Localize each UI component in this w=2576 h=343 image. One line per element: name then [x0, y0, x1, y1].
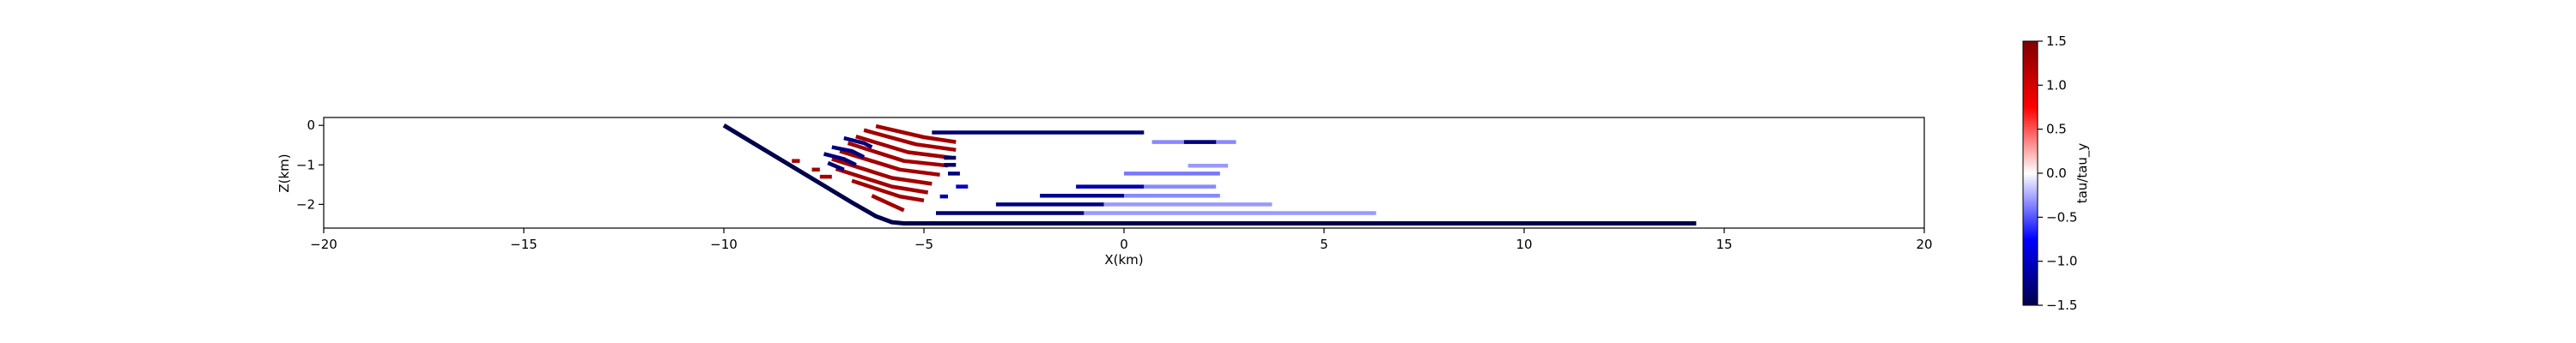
x-tick-label: 0 [1120, 237, 1128, 252]
colorbar-tick-label: −0.5 [2046, 209, 2077, 225]
colorbar-ticks: 1.5 1.0 0.5 0.0 −0.5 −1.0 −1.5 [2038, 33, 2077, 313]
x-tick-label: 5 [1320, 237, 1328, 252]
series-line-0 [722, 123, 1697, 226]
y-tick-label: 0 [307, 117, 315, 133]
y-tick-label: −2 [296, 196, 315, 212]
x-tick-label: 20 [1916, 237, 1932, 252]
series-line-18 [839, 149, 940, 178]
colorbar-tick-label: 1.0 [2046, 77, 2067, 93]
colorbar-tick-label: −1.0 [2046, 254, 2077, 269]
x-axis-label: X(km) [1104, 252, 1143, 268]
x-tick-label: 10 [1516, 237, 1532, 252]
series-line-21 [851, 178, 925, 203]
series-line-15 [863, 128, 957, 153]
colorbar-label: tau/tau_y [2075, 143, 2091, 204]
y-axis-label: Z(km) [276, 153, 292, 192]
series-line-26 [827, 160, 845, 172]
x-tick-label: −10 [710, 237, 738, 252]
x-tick-label: 15 [1716, 237, 1732, 252]
series-line-14 [875, 123, 957, 144]
colorbar-tick-label: −1.5 [2046, 298, 2077, 313]
series-line-19 [831, 157, 933, 186]
y-axis: 0 −1 −2 [296, 117, 324, 212]
colorbar-tick-label: 1.5 [2046, 33, 2067, 49]
series-line-17 [847, 141, 949, 168]
series-line-16 [855, 134, 952, 160]
colorbar-tick-label: 0.5 [2046, 122, 2067, 137]
colorbar [2022, 40, 2038, 306]
data-marks [722, 123, 1697, 226]
x-tick-label: −15 [510, 237, 538, 252]
series-line-23 [843, 135, 873, 149]
colorbar-tick-label: 0.0 [2046, 165, 2067, 181]
x-tick-label: −5 [914, 237, 933, 252]
x-axis: −20 −15 −10 −5 0 5 10 15 20 [310, 228, 1933, 252]
series-line-22 [871, 194, 905, 213]
series-line-24 [831, 145, 866, 159]
series-line-20 [835, 166, 929, 195]
x-tick-label: −20 [310, 237, 337, 252]
series-line-25 [823, 152, 857, 167]
y-tick-label: −1 [296, 157, 315, 172]
